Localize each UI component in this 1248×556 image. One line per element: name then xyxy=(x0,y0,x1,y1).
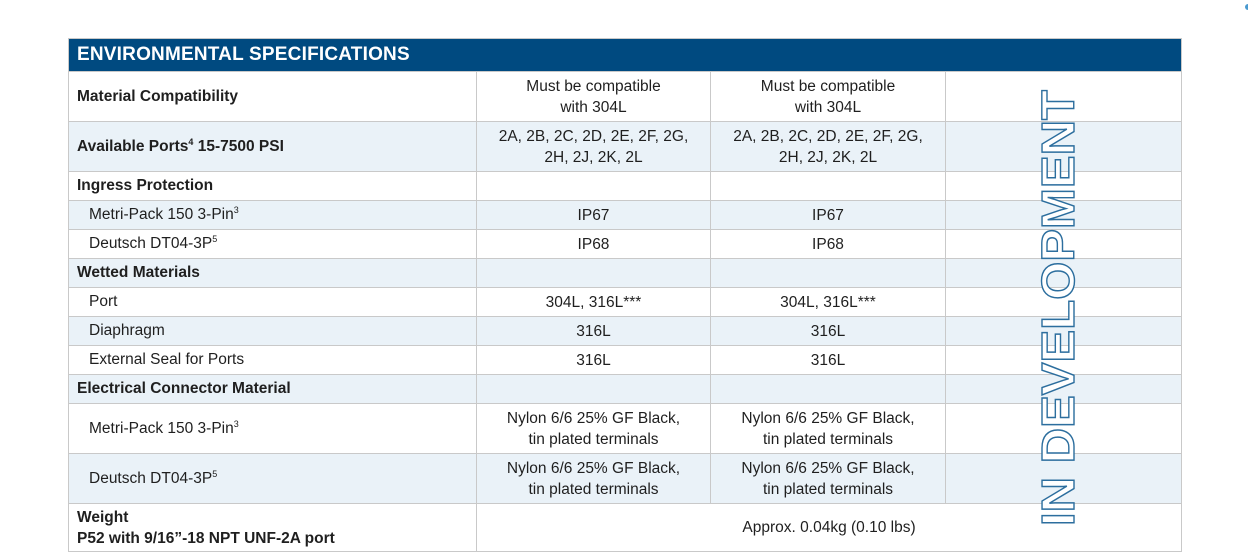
table-row: Port 304L, 316L*** 304L, 316L*** xyxy=(68,287,1183,317)
cell-value: IP68 xyxy=(710,229,946,259)
row-label: Available Ports4 15-7500 PSI xyxy=(68,121,477,172)
cell-value: 304L, 316L*** xyxy=(710,287,946,317)
watermark-text: IN DEVELOPMENT xyxy=(1036,90,1084,526)
table-row: Deutsch DT04-3P5 IP68 IP68 xyxy=(68,229,1183,259)
cell-empty xyxy=(710,171,946,201)
cell-value: IP67 xyxy=(476,200,711,230)
cell-empty xyxy=(944,229,1183,259)
cell-value: Approx. 0.04kg (0.10 lbs) xyxy=(475,503,1183,552)
cell-empty xyxy=(944,121,1183,172)
table-row: Metri-Pack 150 3-Pin3 IP67 IP67 xyxy=(68,200,1183,230)
section-label: Ingress Protection xyxy=(68,171,477,201)
cell-value: 2A, 2B, 2C, 2D, 2E, 2F, 2G, 2H, 2J, 2K, 2… xyxy=(710,121,946,172)
table-row: Available Ports4 15-7500 PSI 2A, 2B, 2C,… xyxy=(68,121,1183,172)
table-row: Material Compatibility Must be compatibl… xyxy=(68,71,1183,122)
cell-value: Must be compatible with 304L xyxy=(476,71,711,122)
row-label: Deutsch DT04-3P5 xyxy=(68,229,477,259)
cell-empty xyxy=(944,374,1183,404)
table-section-row: Wetted Materials xyxy=(68,258,1183,288)
table-section-row: Ingress Protection xyxy=(68,171,1183,201)
table-row: Metri-Pack 150 3-Pin3 Nylon 6/6 25% GF B… xyxy=(68,403,1183,454)
cell-value: 316L xyxy=(476,345,711,375)
cell-value: IP67 xyxy=(710,200,946,230)
cell-value: Nylon 6/6 25% GF Black, tin plated termin… xyxy=(476,403,711,454)
cell-value: Nylon 6/6 25% GF Black, tin plated termin… xyxy=(710,453,946,504)
cell-value: 2A, 2B, 2C, 2D, 2E, 2F, 2G, 2H, 2J, 2K, 2… xyxy=(476,121,711,172)
table-row: Weight P52 with 9/16”-18 NPT UNF-2A port … xyxy=(68,503,1183,552)
cell-empty xyxy=(710,258,946,288)
cell-empty xyxy=(710,374,946,404)
cell-value: IP68 xyxy=(476,229,711,259)
cell-value: 316L xyxy=(710,316,946,346)
environmental-specifications-table: ENVIRONMENTAL SPECIFICATIONS Material Co… xyxy=(67,38,1183,552)
cell-empty xyxy=(944,258,1183,288)
row-label: Port xyxy=(68,287,477,317)
cell-value: Must be compatible with 304L xyxy=(710,71,946,122)
section-label: Electrical Connector Material xyxy=(68,374,477,404)
cell-value: 316L xyxy=(476,316,711,346)
cell-value: 304L, 316L*** xyxy=(476,287,711,317)
cell-empty xyxy=(944,453,1183,504)
cell-empty xyxy=(944,200,1183,230)
corner-dot xyxy=(1245,4,1248,10)
cell-value: Nylon 6/6 25% GF Black, tin plated termin… xyxy=(710,403,946,454)
row-label: Metri-Pack 150 3-Pin3 xyxy=(68,200,477,230)
cell-empty xyxy=(476,171,711,201)
cell-empty xyxy=(476,258,711,288)
cell-empty xyxy=(944,316,1183,346)
row-label: Weight P52 with 9/16”-18 NPT UNF-2A port xyxy=(68,503,477,552)
section-label: Wetted Materials xyxy=(68,258,477,288)
row-label: Diaphragm xyxy=(68,316,477,346)
cell-value: 316L xyxy=(710,345,946,375)
table-header-row: ENVIRONMENTAL SPECIFICATIONS xyxy=(67,38,1183,72)
table-title: ENVIRONMENTAL SPECIFICATIONS xyxy=(67,38,1183,72)
cell-value: Nylon 6/6 25% GF Black, tin plated termin… xyxy=(476,453,711,504)
in-development-watermark: IN DEVELOPMENT xyxy=(1036,89,1084,526)
cell-empty xyxy=(476,374,711,404)
cell-empty xyxy=(944,287,1183,317)
row-label: Deutsch DT04-3P5 xyxy=(68,453,477,504)
row-label: Material Compatibility xyxy=(68,71,477,122)
row-label: External Seal for Ports xyxy=(68,345,477,375)
table-row: External Seal for Ports 316L 316L xyxy=(68,345,1183,375)
row-label: Metri-Pack 150 3-Pin3 xyxy=(68,403,477,454)
table-row: Diaphragm 316L 316L xyxy=(68,316,1183,346)
table-row: Deutsch DT04-3P5 Nylon 6/6 25% GF Black,… xyxy=(68,453,1183,504)
table-section-row: Electrical Connector Material xyxy=(68,374,1183,404)
